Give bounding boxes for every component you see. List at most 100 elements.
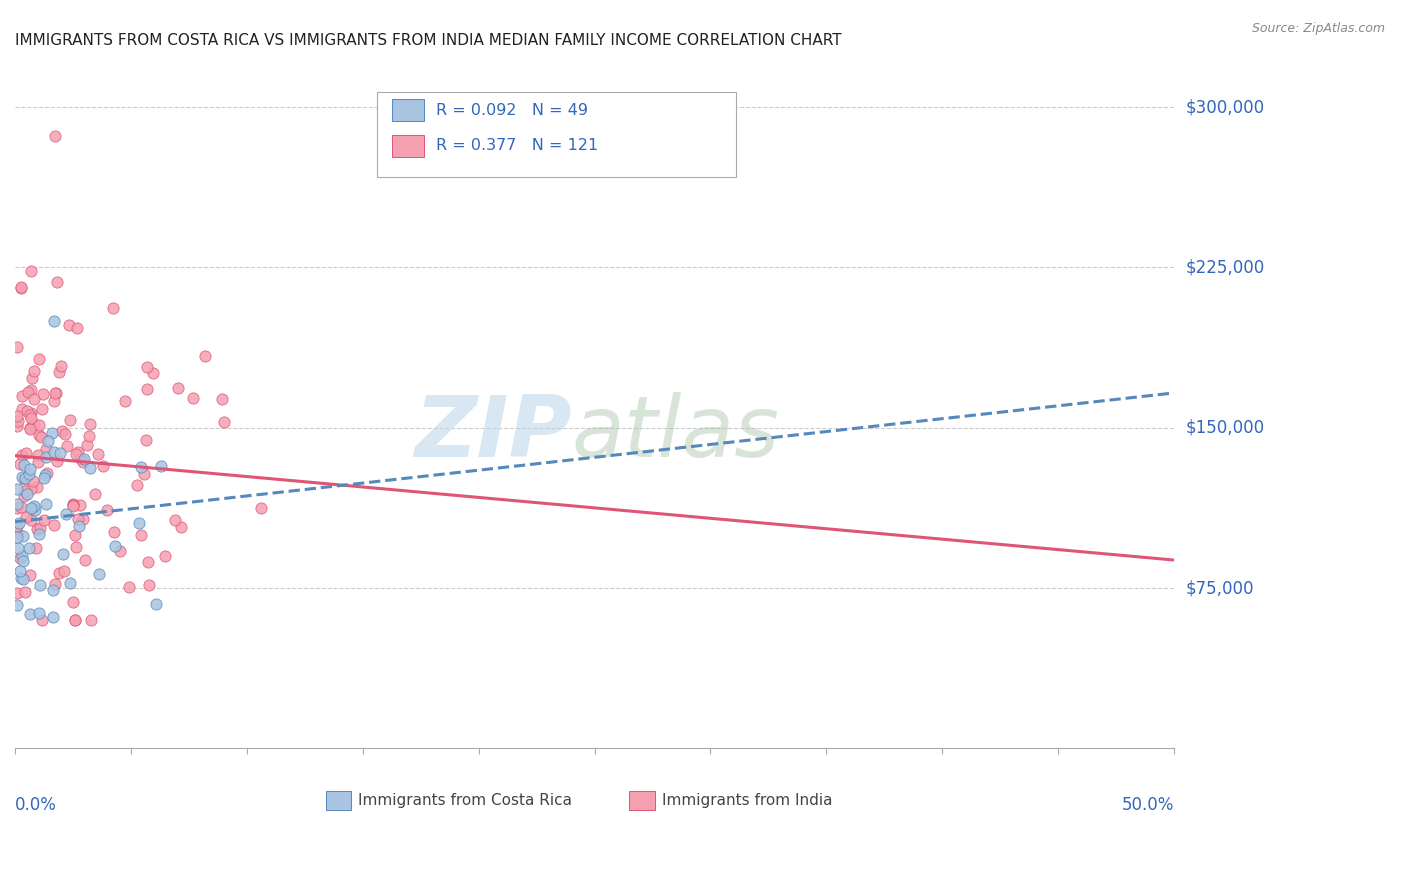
Point [10, 564, 32, 578]
Point [194, 349, 217, 363]
Point [42, 314, 65, 328]
Point [27, 455, 49, 469]
Point [96, 503, 118, 517]
Point [44, 386, 66, 401]
Point [32, 387, 55, 401]
Point [44, 445, 66, 459]
Point [58, 318, 80, 332]
Point [7, 414, 30, 428]
Point [15, 404, 38, 418]
Point [13, 472, 35, 486]
Point [53, 427, 76, 442]
Point [118, 580, 141, 594]
Point [150, 458, 173, 473]
Point [34, 497, 56, 511]
Point [6, 519, 28, 533]
Point [44, 518, 66, 533]
Point [28, 352, 51, 367]
Point [79, 613, 101, 627]
Point [62, 499, 84, 513]
Text: 50.0%: 50.0% [1122, 797, 1174, 814]
Point [62, 595, 84, 609]
Point [44, 129, 66, 144]
Point [22, 392, 45, 406]
Point [72, 512, 94, 526]
Point [27, 526, 49, 541]
Point [83, 487, 105, 501]
Point [52, 564, 75, 578]
Point [63, 527, 86, 541]
Point [75, 553, 97, 567]
Point [20, 513, 42, 527]
Point [20, 264, 42, 278]
Point [35, 442, 58, 456]
Point [21, 502, 44, 516]
Point [15, 510, 38, 524]
Point [22, 499, 45, 513]
Point [30, 430, 52, 444]
Point [18, 408, 41, 422]
Point [142, 366, 165, 380]
Point [44, 576, 66, 591]
Point [27, 522, 49, 536]
Point [6, 598, 28, 612]
Point [6, 501, 28, 516]
Point [28, 606, 51, 620]
Text: Immigrants from India: Immigrants from India [662, 793, 832, 808]
Point [135, 382, 157, 396]
Point [55, 507, 77, 521]
Point [20, 501, 42, 516]
Point [30, 578, 52, 592]
Point [11, 549, 34, 563]
Point [10, 570, 32, 584]
Point [28, 521, 51, 535]
Point [214, 416, 236, 430]
Point [87, 566, 110, 581]
Point [59, 575, 82, 590]
Point [103, 524, 125, 539]
Point [27, 448, 49, 462]
Point [18, 607, 41, 621]
Text: $75,000: $75,000 [1185, 579, 1254, 597]
Point [76, 438, 98, 452]
Point [135, 434, 157, 448]
Point [49, 446, 72, 460]
Point [13, 529, 35, 543]
Bar [326, 791, 352, 810]
Point [6, 525, 28, 540]
Point [25, 480, 48, 494]
Point [211, 392, 233, 406]
Point [170, 520, 193, 534]
Point [51, 424, 73, 438]
Point [48, 566, 70, 581]
Point [20, 482, 42, 496]
Point [79, 461, 101, 475]
Point [37, 434, 59, 448]
Point [10, 281, 32, 295]
Point [138, 578, 160, 592]
Point [10, 458, 32, 472]
Point [17, 486, 39, 500]
Point [11, 389, 34, 403]
Point [22, 417, 45, 432]
Point [21, 475, 44, 489]
Point [46, 453, 69, 467]
Point [18, 462, 41, 476]
Text: $225,000: $225,000 [1185, 259, 1264, 277]
Point [20, 383, 42, 397]
Point [49, 359, 72, 373]
Point [41, 426, 63, 441]
Point [6, 419, 28, 434]
Point [56, 439, 79, 453]
Point [6, 340, 28, 354]
Point [79, 428, 101, 442]
Point [6, 409, 28, 424]
Point [8, 550, 31, 565]
Bar [630, 791, 655, 810]
Point [183, 391, 205, 405]
Point [8, 516, 31, 530]
Point [10, 500, 32, 515]
Point [32, 513, 55, 527]
Point [14, 585, 37, 599]
Text: R = 0.092   N = 49: R = 0.092 N = 49 [436, 103, 588, 118]
